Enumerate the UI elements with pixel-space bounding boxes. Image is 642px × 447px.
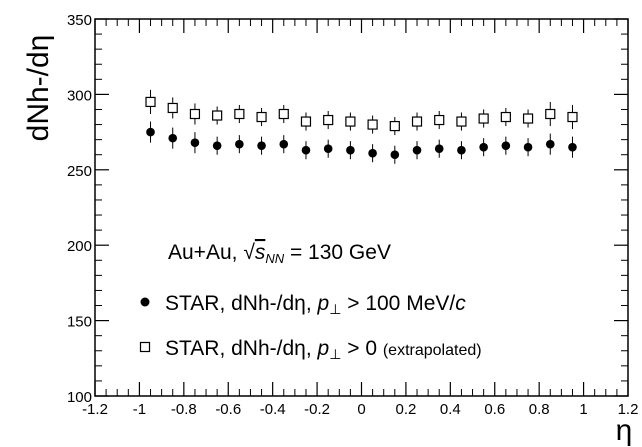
data-point-filled-circle bbox=[412, 145, 422, 155]
x-tick-labels: -1.2 -1 -0.8 -0.6 -0.4 -0.2 0 0.2 0.4 0.6 0.8 1 1.2 bbox=[82, 401, 638, 418]
data-point-filled-circle bbox=[545, 139, 555, 149]
x-tick-label: 0.6 bbox=[484, 401, 505, 418]
data-point-open-square bbox=[323, 114, 334, 126]
data-point-open-square bbox=[256, 111, 267, 123]
data-point-filled-circle bbox=[568, 142, 577, 152]
annotation-text: Au+Au, √sNN = 130 GeV bbox=[168, 241, 391, 266]
y-axis-title: dNh-/dη bbox=[22, 35, 55, 142]
data-point-filled-circle bbox=[279, 139, 289, 149]
data-point-filled-circle bbox=[434, 144, 444, 153]
y-tick-label: 350 bbox=[67, 12, 92, 29]
y-tick-label: 300 bbox=[67, 87, 92, 104]
data-point-open-square bbox=[545, 108, 556, 120]
data-point-filled-circle bbox=[390, 150, 400, 160]
data-point-open-square bbox=[278, 108, 289, 120]
data-point-filled-circle bbox=[235, 139, 244, 149]
axis-ticks bbox=[94, 18, 629, 397]
y-tick-label: 150 bbox=[67, 314, 92, 331]
legend-marker-open-square bbox=[139, 341, 151, 353]
x-tick-label: 0 bbox=[357, 401, 365, 418]
x-tick-label: -1.2 bbox=[82, 401, 108, 418]
data-point-filled-circle bbox=[346, 145, 355, 155]
data-point-open-square bbox=[300, 116, 312, 127]
data-point-open-square bbox=[234, 108, 245, 120]
y-tick-label: 200 bbox=[67, 238, 92, 255]
data-point-open-square bbox=[434, 114, 445, 126]
data-point-filled-circle bbox=[323, 144, 333, 153]
data-point-open-square bbox=[567, 111, 578, 123]
y-tick-labels: 100 150 200 250 300 350 bbox=[67, 12, 92, 406]
legend-entry-1: STAR, dNh-/dη, p⊥ > 100 MeV/c bbox=[165, 292, 466, 317]
x-tick-label: 0.4 bbox=[440, 401, 461, 418]
data-point-open-square bbox=[500, 111, 511, 123]
data-point-open-square bbox=[189, 108, 201, 120]
y-tick-label: 100 bbox=[67, 389, 92, 406]
data-point-filled-circle bbox=[501, 141, 511, 150]
x-tick-label: -0.6 bbox=[215, 401, 241, 418]
data-point-filled-circle bbox=[168, 133, 178, 143]
data-point-open-square bbox=[389, 120, 400, 132]
data-point-filled-circle bbox=[457, 145, 466, 155]
data-point-filled-circle bbox=[190, 138, 200, 147]
legend-entry-2: STAR, dNh-/dη, p⊥ > 0 (extrapolated) bbox=[165, 337, 482, 362]
data-point-open-square bbox=[212, 110, 223, 121]
data-point-filled-circle bbox=[212, 141, 222, 150]
x-tick-label: -0.8 bbox=[171, 401, 197, 418]
data-point-open-square bbox=[345, 116, 356, 127]
data-point-open-square bbox=[456, 116, 467, 127]
x-tick-label: 1 bbox=[579, 401, 587, 418]
x-tick-label: -0.2 bbox=[304, 401, 330, 418]
data-point-filled-circle bbox=[301, 145, 311, 155]
y-tick-label: 250 bbox=[67, 163, 92, 180]
data-point-filled-circle bbox=[257, 141, 266, 150]
data-point-open-square bbox=[478, 113, 489, 124]
data-point-filled-circle bbox=[368, 148, 377, 158]
data-point-filled-circle bbox=[146, 127, 155, 137]
data-point-filled-circle bbox=[479, 142, 488, 152]
legend-marker-filled-circle bbox=[140, 297, 150, 307]
x-tick-label: 0.2 bbox=[395, 401, 416, 418]
x-tick-label: -0.4 bbox=[260, 401, 286, 418]
data-point-open-square bbox=[145, 96, 156, 108]
data-point-open-square bbox=[367, 119, 378, 130]
data-point-open-square bbox=[411, 116, 423, 127]
x-tick-label: 1.2 bbox=[618, 401, 639, 418]
data-points bbox=[145, 89, 578, 164]
data-point-open-square bbox=[522, 113, 534, 124]
x-tick-label: -1 bbox=[133, 401, 146, 418]
x-axis-title: η bbox=[616, 414, 633, 447]
data-point-filled-circle bbox=[523, 142, 533, 152]
x-tick-label: 0.8 bbox=[529, 401, 550, 418]
data-point-open-square bbox=[167, 102, 178, 114]
